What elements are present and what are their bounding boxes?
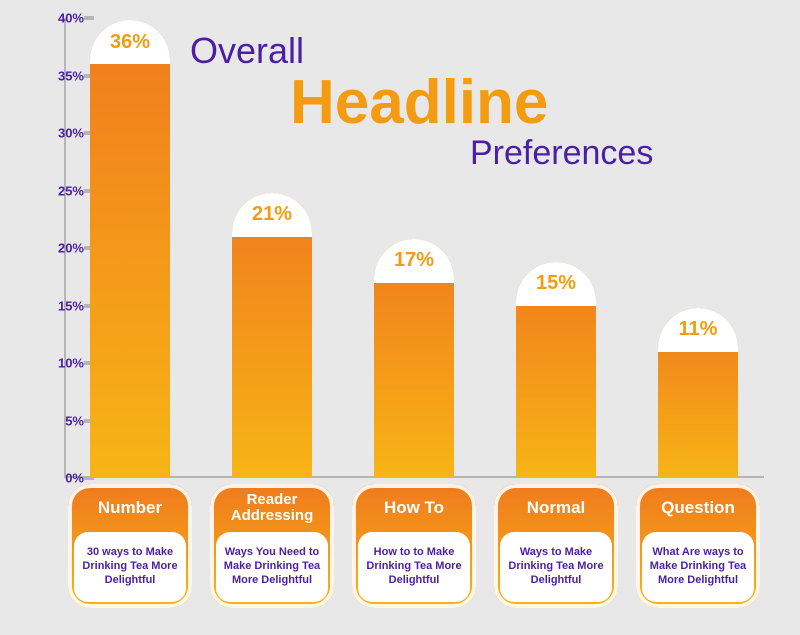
bar-value-label: 11% bbox=[679, 318, 718, 341]
category-title: How To bbox=[352, 484, 476, 532]
bar-group: 15% bbox=[506, 262, 606, 479]
bar-cap: 11% bbox=[658, 308, 738, 352]
y-axis: 0%5%10%15%20%25%30%35%40% bbox=[24, 18, 64, 478]
category-example: 30 ways to Make Drinking Tea More Deligh… bbox=[74, 532, 186, 602]
chart-container: Overall Headline Preferences 0%5%10%15%2… bbox=[0, 0, 800, 635]
bar-cap: 21% bbox=[232, 193, 312, 237]
category-title: Normal bbox=[494, 484, 618, 532]
bar-group: 36% bbox=[80, 20, 180, 478]
bar-group: 17% bbox=[364, 239, 464, 479]
bar-cap: 15% bbox=[516, 262, 596, 306]
category-label-box: NormalWays to Make Drinking Tea More Del… bbox=[494, 484, 618, 608]
bar bbox=[90, 20, 170, 478]
category-label-box: How ToHow to to Make Drinking Tea More D… bbox=[352, 484, 476, 608]
bar-cap: 17% bbox=[374, 239, 454, 283]
category-label-box: Reader AddressingWays You Need to Make D… bbox=[210, 484, 334, 608]
category-example: Ways to Make Drinking Tea More Delightfu… bbox=[500, 532, 612, 602]
bar-cap: 36% bbox=[90, 20, 170, 64]
category-example: How to to Make Drinking Tea More Delight… bbox=[358, 532, 470, 602]
bar-group: 11% bbox=[648, 308, 748, 479]
bars-area: 36% 21% 17% 15% 11% bbox=[70, 18, 780, 478]
bar-value-label: 15% bbox=[536, 272, 576, 295]
category-title: Question bbox=[636, 484, 760, 532]
category-example: What Are ways to Make Drinking Tea More … bbox=[642, 532, 754, 602]
bar-value-label: 21% bbox=[252, 203, 292, 226]
category-example: Ways You Need to Make Drinking Tea More … bbox=[216, 532, 328, 602]
bar-value-label: 17% bbox=[394, 249, 434, 272]
category-title: Reader Addressing bbox=[210, 484, 334, 532]
bar-group: 21% bbox=[222, 193, 322, 479]
category-label-box: QuestionWhat Are ways to Make Drinking T… bbox=[636, 484, 760, 608]
category-title: Number bbox=[68, 484, 192, 532]
bar-value-label: 36% bbox=[110, 31, 150, 54]
category-labels-row: Number30 ways to Make Drinking Tea More … bbox=[70, 484, 780, 624]
category-label-box: Number30 ways to Make Drinking Tea More … bbox=[68, 484, 192, 608]
